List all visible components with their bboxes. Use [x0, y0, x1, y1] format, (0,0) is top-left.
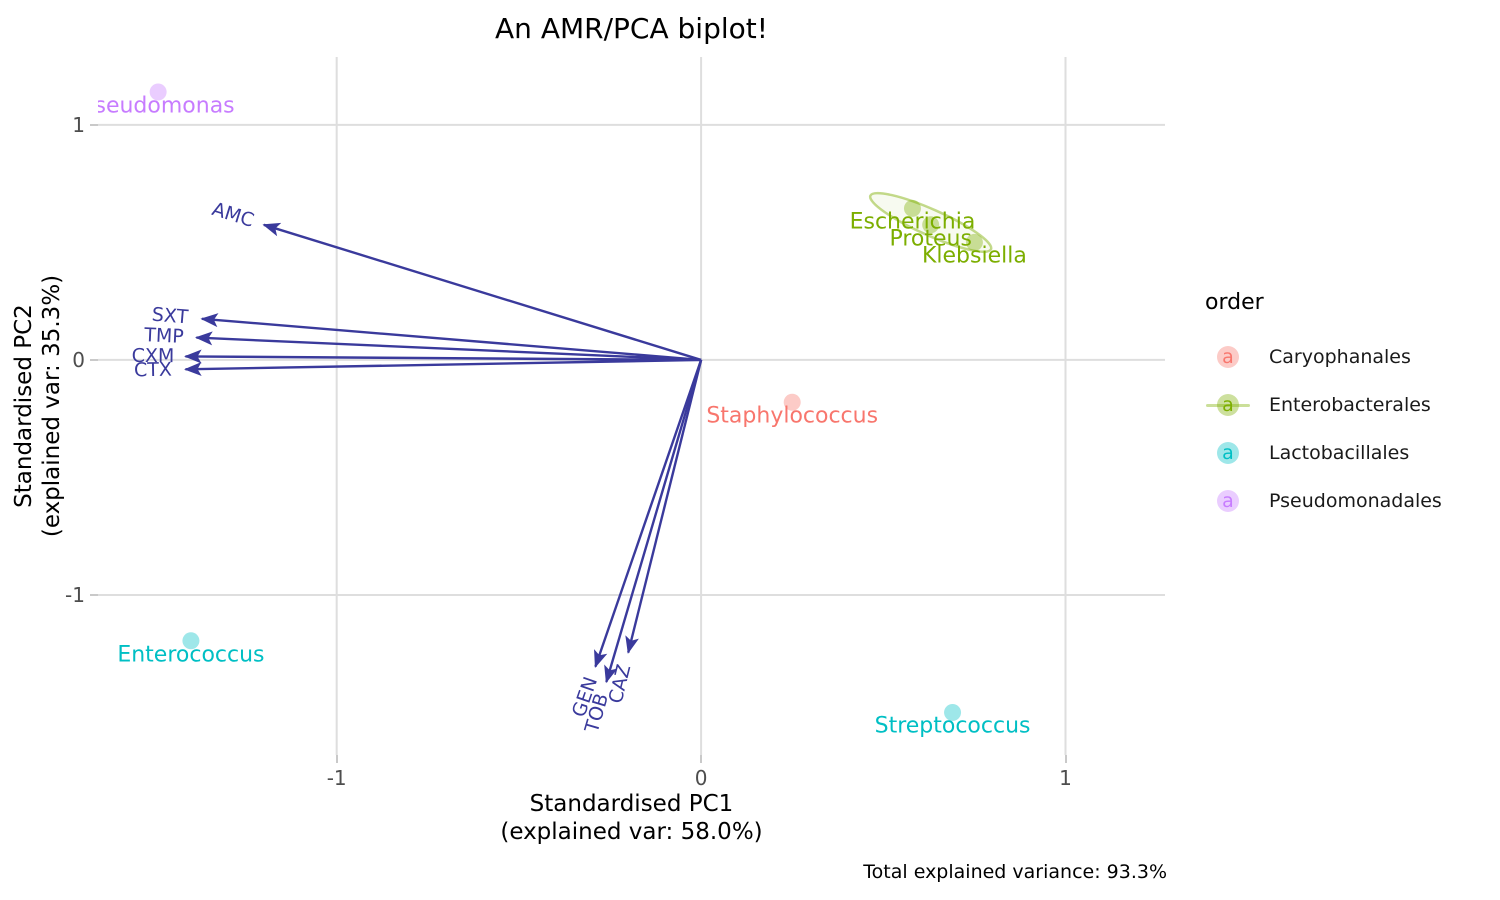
- y-axis-tick: [90, 123, 98, 126]
- legend-point-icon: [1217, 346, 1239, 368]
- loading-arrow: [604, 359, 703, 684]
- legend-item: a Enterobacterales: [1205, 381, 1442, 429]
- legend-a-glyph: a: [1222, 442, 1234, 464]
- legend-item-label: Enterobacterales: [1269, 394, 1431, 416]
- loading-arrow: [184, 358, 702, 377]
- x-axis-tick: [335, 755, 338, 763]
- legend-item: a Pseudomonadales: [1205, 477, 1442, 525]
- y-axis-tick-label: 1: [72, 112, 85, 137]
- loading-arrow: [184, 349, 702, 364]
- loading-arrow: [194, 331, 702, 362]
- x-axis-title-line2: (explained var: 58.0%): [500, 819, 763, 845]
- loading-arrow: [200, 313, 702, 362]
- chart-title: An AMR/PCA biplot!: [495, 12, 768, 45]
- y-axis-tick: [90, 593, 98, 596]
- legend-point-icon: [1217, 490, 1239, 512]
- legend: order a Caryophanales a Enterobacterales a La…: [1205, 290, 1442, 525]
- legend-a-glyph: a: [1222, 394, 1234, 416]
- loading-arrow: [625, 359, 703, 654]
- y-axis-title-line2: (explained var: 35.3%): [39, 274, 65, 538]
- organism-point: [903, 199, 921, 217]
- legend-ellipse-line: [1206, 404, 1250, 407]
- x-axis-tick: [700, 755, 703, 763]
- loading-arrow: [594, 359, 703, 668]
- confidence-ellipse: [868, 191, 993, 254]
- legend-point-icon: [1217, 394, 1239, 416]
- legend-marker: a: [1205, 439, 1251, 467]
- organism-point: [944, 703, 962, 721]
- loading-arrow: [262, 222, 702, 362]
- legend-point-icon: [1217, 442, 1239, 464]
- legend-item-label: Pseudomonadales: [1269, 490, 1442, 512]
- caption: Total explained variance: 93.3%: [863, 861, 1167, 883]
- y-axis-tick-label: 0: [72, 347, 85, 372]
- y-axis-title-line1: Standardised PC2: [11, 304, 37, 508]
- x-axis-tick: [1064, 755, 1067, 763]
- organism-point: [149, 83, 167, 101]
- legend-a-glyph: a: [1222, 490, 1234, 512]
- legend-a-glyph: a: [1222, 346, 1234, 368]
- y-axis-tick: [90, 358, 98, 361]
- legend-marker: a: [1205, 343, 1251, 371]
- legend-marker: a: [1205, 487, 1251, 515]
- legend-items: a Caryophanales a Enterobacterales a Lactobac…: [1205, 333, 1442, 525]
- x-axis-title-line1: Standardised PC1: [529, 791, 734, 817]
- y-axis-tick-label: -1: [65, 582, 85, 607]
- plot-panel: PseudomonasEscherichiaProteusKlebsiellaS…: [98, 57, 1165, 755]
- organism-point: [922, 216, 940, 234]
- legend-item-label: Caryophanales: [1269, 346, 1411, 368]
- legend-item-label: Lactobacillales: [1269, 442, 1410, 464]
- organism-point: [783, 393, 801, 411]
- x-axis-tick-label: -1: [326, 766, 347, 790]
- organism-point: [965, 233, 983, 251]
- legend-marker: a: [1205, 391, 1251, 419]
- x-axis-tick-label: 0: [694, 766, 708, 790]
- legend-item: a Lactobacillales: [1205, 429, 1442, 477]
- legend-title: order: [1205, 290, 1264, 315]
- organism-point: [182, 632, 200, 650]
- x-axis-tick-label: 1: [1059, 766, 1072, 790]
- legend-item: a Caryophanales: [1205, 333, 1442, 381]
- plot-svg: [98, 57, 1165, 755]
- x-axis-title: Standardised PC1 (explained var: 58.0%): [98, 790, 1165, 846]
